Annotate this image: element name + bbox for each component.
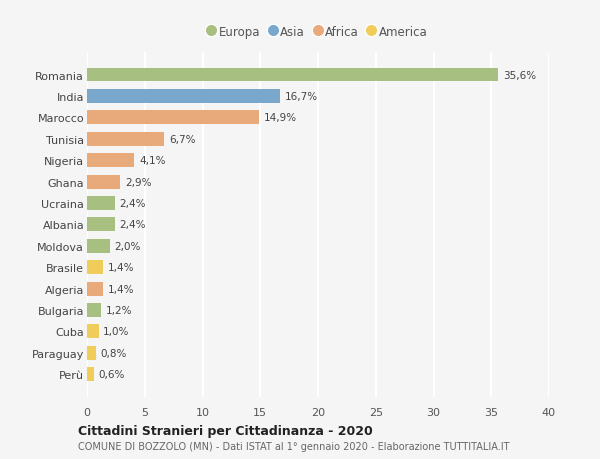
Text: 1,2%: 1,2%: [106, 305, 132, 315]
Bar: [87, 368, 94, 381]
Legend: Europa, Asia, Africa, America: Europa, Asia, Africa, America: [203, 21, 433, 43]
Text: 4,1%: 4,1%: [139, 156, 166, 166]
Bar: [87, 346, 96, 360]
Bar: [87, 68, 498, 82]
Bar: [87, 282, 103, 296]
Text: COMUNE DI BOZZOLO (MN) - Dati ISTAT al 1° gennaio 2020 - Elaborazione TUTTITALIA: COMUNE DI BOZZOLO (MN) - Dati ISTAT al 1…: [78, 441, 509, 451]
Text: 0,6%: 0,6%: [98, 369, 125, 380]
Text: 2,9%: 2,9%: [125, 177, 152, 187]
Text: 2,4%: 2,4%: [119, 220, 146, 230]
Text: 35,6%: 35,6%: [503, 70, 536, 80]
Bar: [87, 261, 103, 274]
Bar: [87, 196, 115, 211]
Text: 2,0%: 2,0%: [115, 241, 141, 251]
Bar: [87, 218, 115, 232]
Text: 1,4%: 1,4%: [108, 284, 134, 294]
Bar: [87, 303, 101, 317]
Bar: [87, 325, 98, 339]
Text: 1,0%: 1,0%: [103, 327, 130, 337]
Bar: [87, 111, 259, 125]
Text: Cittadini Stranieri per Cittadinanza - 2020: Cittadini Stranieri per Cittadinanza - 2…: [78, 424, 373, 437]
Text: 1,4%: 1,4%: [108, 263, 134, 273]
Bar: [87, 239, 110, 253]
Text: 16,7%: 16,7%: [284, 92, 317, 102]
Bar: [87, 175, 121, 189]
Bar: [87, 154, 134, 168]
Text: 14,9%: 14,9%: [264, 113, 297, 123]
Bar: [87, 133, 164, 146]
Text: 6,7%: 6,7%: [169, 134, 196, 145]
Text: 2,4%: 2,4%: [119, 199, 146, 208]
Text: 0,8%: 0,8%: [101, 348, 127, 358]
Bar: [87, 90, 280, 104]
